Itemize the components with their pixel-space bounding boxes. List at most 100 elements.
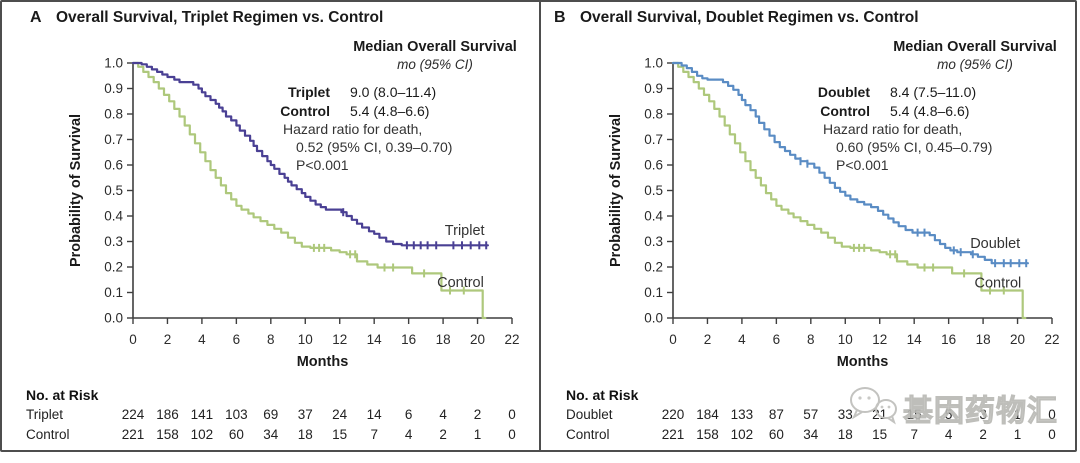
risk-value: 2 — [474, 407, 482, 422]
x-tick-label: 14 — [367, 332, 383, 347]
risk-value: 186 — [156, 407, 179, 422]
y-tick-label: 0.5 — [644, 183, 663, 198]
risk-value: 37 — [298, 407, 313, 422]
curve-triplet — [131, 61, 489, 247]
x-tick-label: 6 — [233, 332, 241, 347]
risk-value: 57 — [803, 407, 818, 422]
risk-value: 0 — [1048, 427, 1056, 442]
x-tick-label: 0 — [129, 332, 137, 347]
y-tick-label: 0.4 — [104, 209, 123, 224]
stat-row-control: Control 5.4 (4.8–6.6) — [0, 103, 540, 121]
y-tick-label: 0.8 — [644, 107, 663, 122]
stat-value: 5.4 (4.8–6.6) — [890, 103, 970, 119]
risk-value: 15 — [872, 427, 887, 442]
x-tick-label: 0 — [669, 332, 677, 347]
risk-value: 21 — [872, 407, 887, 422]
y-tick-label: 1.0 — [104, 56, 123, 71]
risk-value: 0 — [508, 427, 516, 442]
risk-value: 33 — [838, 407, 853, 422]
risk-value: 7 — [910, 427, 918, 442]
y-tick-label: 0.7 — [644, 132, 663, 147]
risk-value: 0 — [508, 407, 516, 422]
stat-row-doublet: Doublet 8.4 (7.5–11.0) — [540, 84, 1080, 102]
panel-b-letter: B — [554, 9, 566, 26]
stat-value: 9.0 (8.0–11.4) — [350, 84, 437, 100]
x-tick-label: 6 — [773, 332, 781, 347]
stat-value: 8.4 (7.5–11.0) — [890, 84, 977, 100]
risk-value: 158 — [156, 427, 179, 442]
x-tick-label: 16 — [941, 332, 956, 347]
y-tick-label: 0.7 — [104, 132, 123, 147]
y-axis-title: Probability of Survival — [608, 114, 624, 267]
panel-divider — [539, 0, 541, 452]
y-tick-label: 0.6 — [104, 158, 123, 173]
risk-value: 184 — [696, 407, 719, 422]
risk-value: 4 — [405, 427, 413, 442]
panel-b-title: B Overall Survival, Doublet Regimen vs. … — [554, 9, 919, 27]
risk-row-label-control: Control — [26, 427, 70, 442]
risk-value: 4 — [439, 407, 447, 422]
panel-b: 1.0 0.9 0.8 0.7 0.6 0.5 0.4 0.3 0.2 0.1 0.0 0 2 4 6 8 10… — [540, 0, 1080, 463]
x-tick-label: 10 — [838, 332, 853, 347]
x-tick-label: 20 — [1010, 332, 1025, 347]
figure-border — [0, 0, 1077, 452]
risk-value: 6 — [405, 407, 413, 422]
panel-a-title: A Overall Survival, Triplet Regimen vs. … — [30, 9, 383, 27]
risk-value: 15 — [332, 427, 347, 442]
y-tick-label: 0.3 — [644, 234, 663, 249]
curve-label-doublet: Doublet — [970, 236, 1020, 252]
curve-doublet — [671, 61, 1029, 265]
risk-value: 0 — [1048, 407, 1056, 422]
risk-value: 221 — [122, 427, 145, 442]
x-tick-label: 18 — [436, 332, 451, 347]
x-tick-label: 12 — [872, 332, 887, 347]
risk-value: 34 — [263, 427, 279, 442]
risk-value: 34 — [803, 427, 819, 442]
panel-a: 1.0 0.9 0.8 0.7 0.6 0.5 0.4 0.3 0.2 0.1 0.0 0 2 4 6 8 10… — [0, 9, 540, 443]
hazard-ratio-line2: 0.60 (95% CI, 0.45–0.79) — [836, 139, 993, 155]
x-tick-label: 10 — [298, 332, 313, 347]
risk-value: 1 — [474, 427, 482, 442]
curve-control — [671, 61, 1027, 320]
stat-row-triplet: Triplet 9.0 (8.0–11.4) — [0, 84, 540, 102]
panel-b-title-text: Overall Survival, Doublet Regimen vs. Co… — [580, 9, 919, 26]
p-value: P<0.001 — [296, 157, 349, 173]
y-tick-label: 0.8 — [104, 107, 123, 122]
y-tick-label: 0.9 — [104, 81, 123, 96]
risk-value: 221 — [662, 427, 685, 442]
y-tick-label: 0.6 — [644, 158, 663, 173]
risk-value: 4 — [945, 427, 953, 442]
panel-a-letter: A — [30, 9, 42, 26]
risk-row-label-triplet: Triplet — [26, 407, 63, 422]
stat-row-control: Control 5.4 (4.8–6.6) — [540, 103, 1080, 121]
curve-control — [131, 61, 487, 320]
stat-name: Triplet — [287, 84, 330, 100]
curve-label-control: Control — [437, 275, 484, 291]
risk-value: 60 — [769, 427, 784, 442]
x-tick-label: 20 — [470, 332, 485, 347]
y-tick-label: 0.1 — [104, 285, 123, 300]
curve-label-triplet: Triplet — [445, 223, 485, 239]
risk-value: 1 — [1014, 407, 1022, 422]
risk-value: 220 — [662, 407, 685, 422]
x-tick-label: 4 — [198, 332, 206, 347]
y-tick-label: 0.3 — [104, 234, 123, 249]
risk-value: 1 — [1014, 427, 1022, 442]
x-tick-label: 8 — [267, 332, 275, 347]
km-chart-b: 1.00.90.80.70.60.50.40.30.20.10.00 2 4 6 8 10… — [566, 56, 1060, 443]
stat-value: 5.4 (4.8–6.6) — [350, 103, 430, 119]
hazard-ratio-line2: 0.52 (95% CI, 0.39–0.70) — [296, 139, 453, 155]
y-tick-label: 0.2 — [644, 260, 663, 275]
km-chart-a: 1.00.90.80.70.60.50.40.30.20.10.00 2 4 6 8 10… — [26, 56, 520, 443]
median-os-units: mo (95% CI) — [937, 57, 1013, 72]
risk-table-header: No. at Risk — [26, 387, 99, 403]
stat-name: Control — [820, 103, 870, 119]
risk-value: 102 — [191, 427, 214, 442]
risk-value: 14 — [367, 407, 383, 422]
x-tick-label: 2 — [164, 332, 172, 347]
x-tick-label: 22 — [1044, 332, 1059, 347]
hazard-ratio-line1: Hazard ratio for death, — [283, 121, 423, 137]
x-tick-label: 2 — [704, 332, 712, 347]
x-tick-label: 14 — [907, 332, 923, 347]
x-axis-title: Months — [297, 354, 349, 370]
